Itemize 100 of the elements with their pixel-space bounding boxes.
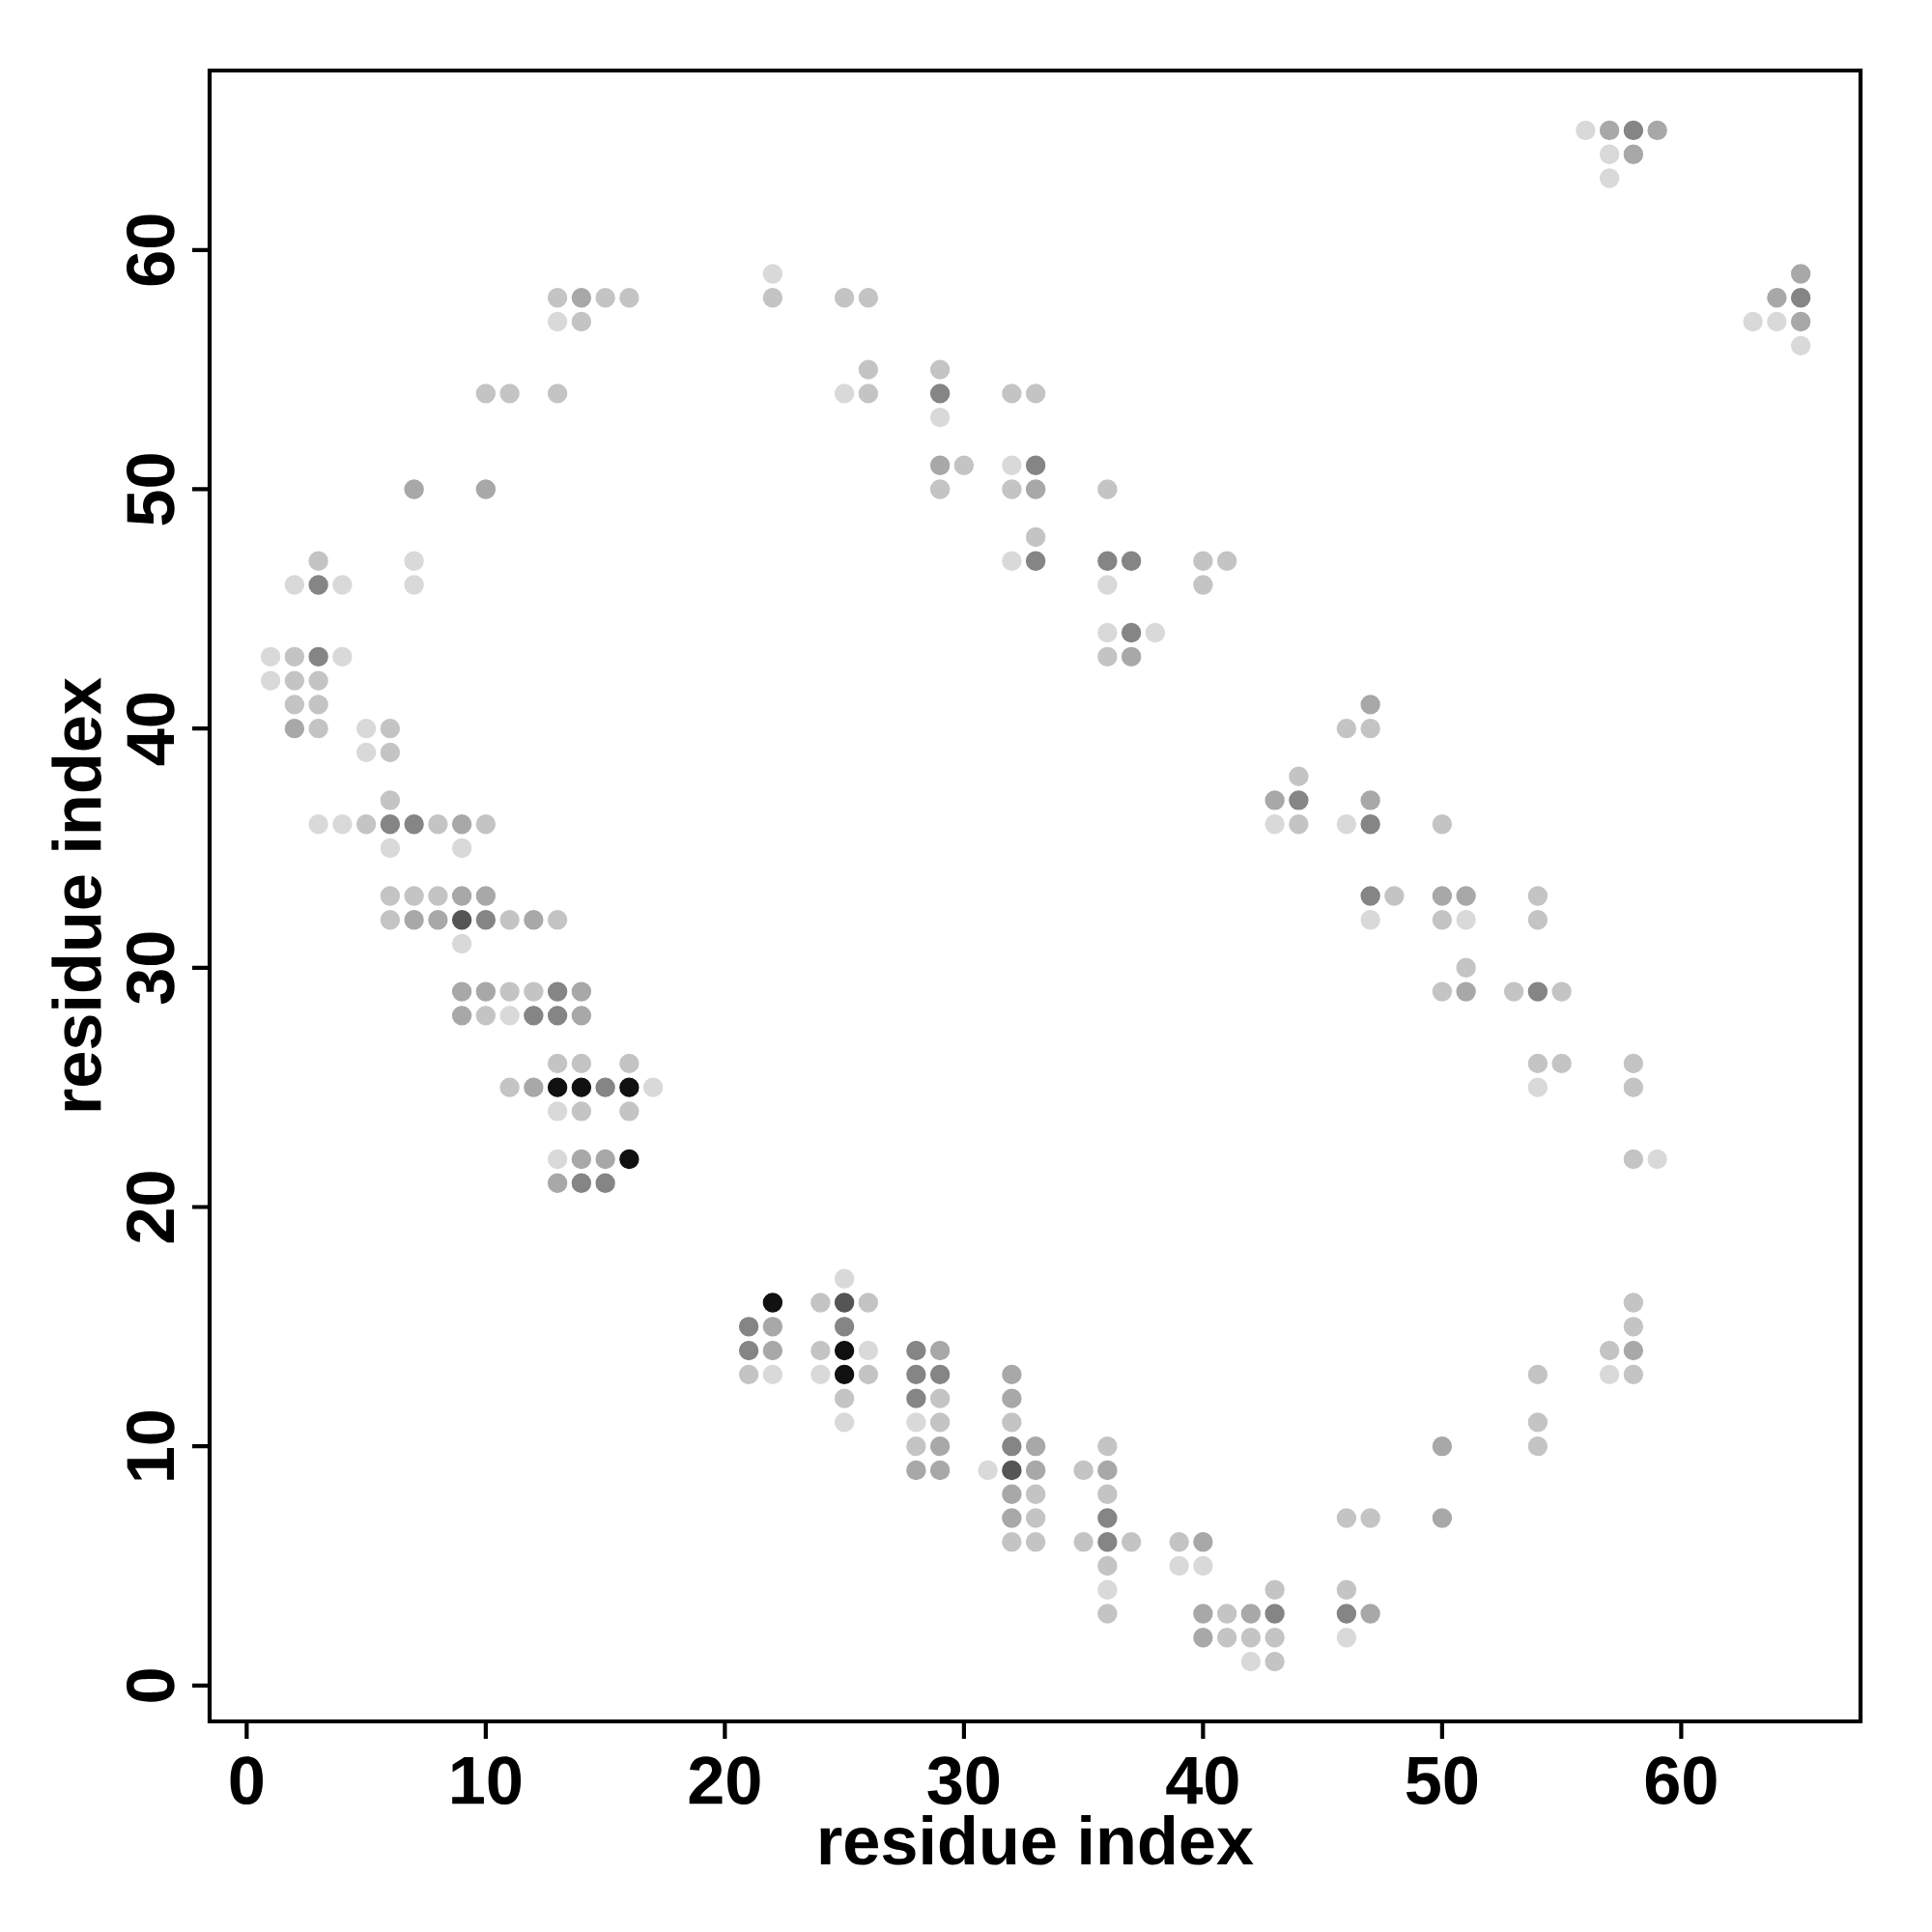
point	[1599, 168, 1620, 188]
point	[451, 813, 472, 835]
point	[1360, 886, 1380, 906]
point	[834, 1317, 855, 1337]
point	[451, 1006, 472, 1026]
point	[1623, 1340, 1644, 1361]
point	[1767, 311, 1787, 332]
point	[308, 646, 328, 668]
point	[738, 1317, 759, 1337]
point	[929, 455, 951, 475]
point	[929, 1460, 951, 1481]
point	[475, 910, 497, 930]
point	[1002, 455, 1022, 475]
point	[308, 813, 328, 835]
point	[1456, 886, 1476, 906]
point	[451, 910, 472, 930]
point	[1360, 813, 1380, 835]
point	[571, 981, 592, 1002]
point	[260, 670, 281, 691]
point	[1360, 790, 1380, 810]
point	[978, 1460, 998, 1481]
point	[308, 575, 328, 595]
y-tick-label: 50	[126, 454, 175, 526]
point	[380, 813, 401, 835]
point	[475, 479, 497, 499]
point	[1025, 551, 1046, 571]
point	[451, 838, 472, 859]
point	[1360, 1604, 1380, 1624]
point	[834, 1340, 855, 1361]
point	[906, 1460, 926, 1481]
point	[906, 1340, 926, 1361]
point	[1527, 1077, 1548, 1097]
point	[834, 384, 855, 404]
point	[571, 288, 592, 308]
point	[284, 575, 305, 595]
point	[1002, 1435, 1022, 1457]
point	[404, 575, 424, 595]
point	[1121, 551, 1142, 571]
point	[547, 1077, 568, 1097]
point	[1264, 790, 1285, 810]
point	[1336, 813, 1357, 835]
point	[1576, 120, 1596, 141]
x-tick-label: 50	[1406, 1756, 1478, 1805]
point	[499, 1006, 520, 1026]
point	[834, 1364, 855, 1385]
point	[1193, 1628, 1213, 1648]
point	[619, 1149, 639, 1170]
x-tick-label: 0	[230, 1756, 264, 1805]
y-tick-label: 0	[126, 1669, 175, 1702]
point	[834, 1293, 855, 1313]
point	[1097, 575, 1118, 595]
point	[524, 1077, 544, 1097]
x-tick-label: 40	[1166, 1756, 1238, 1805]
point	[1002, 551, 1022, 571]
point	[762, 264, 783, 284]
point	[355, 718, 377, 739]
point	[1432, 886, 1453, 906]
point	[1193, 1604, 1213, 1624]
point	[404, 910, 424, 930]
point	[1097, 1508, 1118, 1528]
point	[1527, 981, 1548, 1002]
point	[929, 1435, 951, 1457]
point	[1360, 910, 1380, 930]
point	[1599, 120, 1620, 141]
point	[1432, 1508, 1453, 1528]
x-tick-label: 10	[452, 1756, 522, 1805]
point	[1097, 1460, 1118, 1481]
x-tick-label: 60	[1645, 1756, 1717, 1805]
point	[1025, 479, 1046, 499]
point	[1456, 910, 1476, 930]
point	[571, 1006, 592, 1026]
point	[858, 1340, 879, 1361]
point	[547, 1006, 568, 1026]
point	[1790, 264, 1811, 284]
point	[1002, 1460, 1022, 1481]
y-tick-label: 30	[126, 932, 175, 1005]
point	[284, 718, 305, 739]
point	[475, 981, 497, 1002]
point	[1647, 1149, 1667, 1170]
point	[404, 479, 424, 499]
point	[1121, 622, 1142, 643]
point	[1145, 622, 1166, 643]
x-tick-label: 20	[689, 1756, 760, 1805]
point	[1002, 1484, 1022, 1504]
point	[1097, 551, 1118, 571]
point	[451, 981, 472, 1002]
point	[260, 646, 281, 668]
point	[1025, 1460, 1046, 1481]
point	[1456, 981, 1476, 1002]
point	[738, 1340, 759, 1361]
point	[595, 1077, 615, 1097]
point	[1002, 1388, 1022, 1408]
point	[475, 886, 497, 906]
point	[906, 1364, 926, 1385]
point	[571, 1173, 592, 1193]
point	[1790, 288, 1811, 308]
point	[1097, 1579, 1118, 1600]
point	[834, 1412, 855, 1433]
point	[1623, 144, 1644, 164]
point	[595, 1173, 615, 1193]
